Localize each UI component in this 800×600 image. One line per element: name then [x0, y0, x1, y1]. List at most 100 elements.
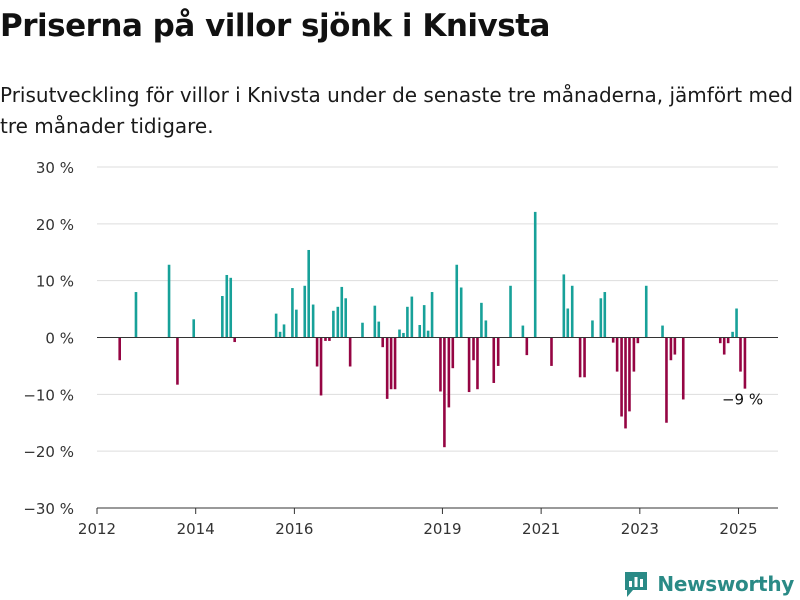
- bar: [402, 332, 405, 338]
- bar: [307, 249, 310, 338]
- bar: [422, 305, 426, 338]
- bar: [665, 337, 668, 423]
- bar: [443, 337, 446, 448]
- bar: [192, 319, 196, 338]
- bar: [348, 337, 352, 367]
- bar: [743, 337, 747, 389]
- bar: [381, 337, 385, 348]
- y-tick-label: −20 %: [23, 443, 74, 461]
- bar: [496, 337, 500, 366]
- bar: [661, 325, 664, 338]
- bar: [233, 337, 236, 343]
- gridlines: [97, 166, 778, 452]
- bar: [509, 285, 512, 338]
- bar: [566, 308, 570, 338]
- bar: [562, 274, 566, 338]
- x-tick-label: 2012: [78, 520, 116, 538]
- y-tick-label: 30 %: [36, 159, 74, 177]
- bar-chart-logo-icon: [625, 572, 648, 597]
- y-tick-label: −30 %: [23, 500, 74, 518]
- bar: [472, 337, 475, 361]
- bar: [344, 298, 348, 338]
- axes: [96, 337, 778, 514]
- bar: [340, 286, 344, 338]
- bar: [385, 337, 389, 399]
- bar: [476, 337, 479, 390]
- x-tick-label: 2025: [719, 520, 757, 538]
- bar: [533, 211, 537, 338]
- bar: [336, 306, 340, 338]
- bar: [229, 277, 233, 338]
- bar: [673, 337, 677, 355]
- bar: [426, 330, 430, 338]
- bar: [176, 337, 179, 385]
- tick-labels: 30 % 20 % 10 % 0 % −10 % −20 % −30 %2012 2014 20…: [23, 159, 763, 538]
- bar: [373, 305, 377, 338]
- bar: [550, 337, 553, 366]
- bar: [291, 288, 294, 338]
- bar: [599, 298, 603, 338]
- bar: [681, 337, 685, 400]
- bar: [328, 337, 331, 341]
- y-tick-label: 10 %: [36, 273, 74, 291]
- annotation-label: −9 %: [722, 391, 763, 409]
- bar: [731, 331, 734, 338]
- bar: [393, 337, 397, 390]
- x-tick-label: 2023: [621, 520, 659, 538]
- bar: [611, 337, 615, 343]
- brand-name: Newsworthy: [657, 572, 794, 596]
- bar: [615, 337, 619, 372]
- bar: [418, 325, 422, 338]
- bar: [332, 310, 335, 338]
- bar: [324, 337, 327, 341]
- bar: [361, 322, 364, 338]
- bar: [480, 302, 483, 338]
- bar: [303, 285, 307, 338]
- bar: [447, 337, 451, 408]
- bar: [319, 337, 323, 396]
- bar: [722, 337, 726, 355]
- bar: [591, 320, 594, 338]
- bar: [739, 337, 742, 372]
- bar: [624, 337, 627, 429]
- bar: [311, 304, 315, 338]
- bar: [118, 337, 121, 361]
- bar: [406, 306, 409, 338]
- bar: [295, 309, 298, 338]
- bars: [118, 211, 747, 448]
- bar: [521, 325, 525, 338]
- brand[interactable]: Newsworthy: [623, 568, 794, 600]
- chart-subtitle: Prisutveckling för villor i Knivsta unde…: [0, 83, 793, 138]
- bar-chart: 30 % 20 % 10 % 0 % −10 % −20 % −30 %2012 2014 20…: [23, 159, 778, 538]
- bar: [718, 337, 722, 344]
- x-tick-label: 2021: [522, 520, 560, 538]
- bar: [410, 296, 414, 338]
- bar: [439, 337, 442, 392]
- chart-title: Priserna på villor sjönk i Knivsta: [0, 8, 550, 44]
- bar: [484, 320, 488, 338]
- bar: [525, 337, 529, 356]
- bar: [583, 337, 586, 378]
- bar: [644, 285, 648, 338]
- bar: [225, 274, 229, 338]
- bar: [459, 287, 463, 338]
- x-tick-label: 2014: [177, 520, 215, 538]
- bar: [467, 337, 471, 393]
- bar: [455, 264, 459, 338]
- bar: [726, 337, 730, 344]
- x-tick-label: 2016: [275, 520, 313, 538]
- y-tick-label: 20 %: [36, 216, 74, 234]
- bar: [430, 292, 434, 338]
- bar: [389, 337, 393, 390]
- bar: [274, 313, 278, 338]
- x-tick-label: 2019: [423, 520, 461, 538]
- bar: [492, 337, 496, 383]
- bar: [282, 324, 286, 338]
- y-tick-label: −10 %: [23, 386, 74, 404]
- bar: [578, 337, 582, 378]
- bar: [221, 296, 224, 338]
- bar: [636, 337, 640, 344]
- y-tick-label: 0 %: [45, 330, 74, 348]
- bar: [620, 337, 623, 417]
- bar: [603, 292, 607, 338]
